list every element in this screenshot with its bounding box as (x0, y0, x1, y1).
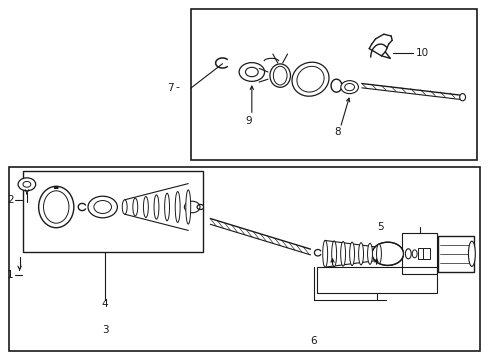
Bar (316, 267, 436, 293)
Ellipse shape (331, 241, 336, 267)
Circle shape (239, 63, 264, 81)
Ellipse shape (133, 198, 138, 216)
Text: 4: 4 (102, 299, 108, 309)
Text: 6: 6 (310, 336, 317, 346)
Text: 8: 8 (333, 127, 340, 138)
Ellipse shape (154, 195, 159, 219)
Text: 3: 3 (102, 325, 108, 336)
Bar (417, 248, 424, 259)
Ellipse shape (39, 186, 74, 228)
Ellipse shape (349, 242, 354, 266)
Ellipse shape (405, 249, 410, 259)
Ellipse shape (143, 197, 148, 217)
Ellipse shape (175, 192, 180, 222)
Ellipse shape (185, 190, 190, 224)
Text: 9: 9 (244, 116, 251, 126)
Circle shape (371, 242, 403, 265)
Text: 2: 2 (7, 195, 14, 205)
Bar (190, 9, 476, 160)
Circle shape (18, 178, 36, 191)
Bar (437, 236, 473, 272)
Circle shape (88, 196, 117, 218)
Ellipse shape (468, 241, 474, 266)
Bar (9, 167, 479, 351)
Circle shape (340, 81, 358, 94)
Bar (402, 233, 436, 274)
Ellipse shape (291, 62, 328, 96)
Ellipse shape (340, 242, 345, 266)
Ellipse shape (376, 244, 381, 264)
Bar (23, 171, 203, 252)
Text: 5: 5 (376, 222, 383, 232)
Ellipse shape (358, 243, 363, 265)
Ellipse shape (459, 94, 465, 101)
Ellipse shape (411, 250, 416, 258)
Text: 1: 1 (7, 270, 14, 280)
Text: -: - (175, 82, 179, 93)
Ellipse shape (164, 193, 169, 221)
Ellipse shape (122, 200, 127, 214)
Text: 7: 7 (166, 83, 173, 93)
Text: 10: 10 (415, 48, 428, 58)
Ellipse shape (269, 64, 290, 87)
Bar (423, 248, 429, 259)
Circle shape (184, 201, 200, 213)
Ellipse shape (322, 240, 327, 267)
Ellipse shape (367, 243, 372, 264)
